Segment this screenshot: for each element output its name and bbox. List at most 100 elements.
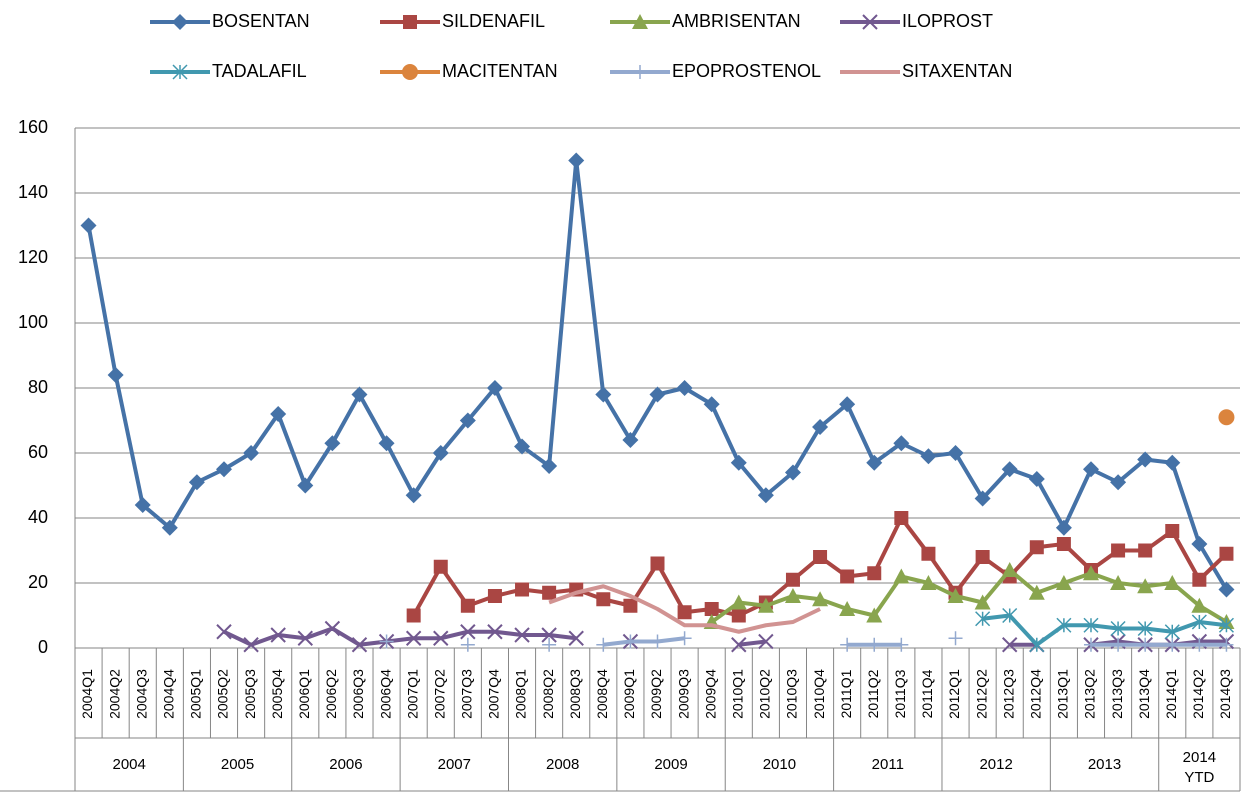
x-tick-label: 2005Q4	[269, 669, 285, 719]
x-tick-label: 2012Q3	[1000, 669, 1016, 719]
x-tick-label: 2006Q1	[296, 669, 312, 719]
marker	[161, 519, 178, 536]
series	[216, 620, 1235, 653]
marker	[402, 64, 418, 80]
legend-label: TADALAFIL	[212, 61, 307, 81]
marker	[1001, 562, 1018, 577]
marker	[1191, 614, 1207, 630]
x-tick-label: 2013Q2	[1082, 669, 1098, 719]
legend-entry: ILOPROST	[840, 11, 993, 31]
marker	[1218, 617, 1234, 633]
marker	[947, 445, 964, 461]
x-tick-label: 2011Q3	[892, 669, 908, 718]
marker	[650, 556, 665, 571]
marker	[1218, 581, 1235, 598]
group-label: 2007	[438, 756, 471, 773]
y-tick-label: 120	[18, 247, 48, 267]
marker	[1029, 540, 1044, 555]
marker	[650, 634, 665, 649]
marker	[596, 592, 611, 607]
marker	[460, 624, 476, 640]
marker	[866, 607, 883, 623]
marker	[405, 630, 422, 646]
series	[80, 152, 1235, 598]
marker	[351, 637, 368, 653]
series	[975, 607, 1234, 653]
marker	[731, 608, 746, 623]
marker	[378, 435, 395, 452]
marker	[1165, 524, 1180, 538]
x-tick-label: 2006Q3	[350, 669, 366, 719]
legend-entry: SITAXENTAN	[840, 61, 1012, 81]
x-tick-label: 2008Q3	[567, 669, 583, 719]
marker	[596, 637, 611, 652]
marker	[920, 575, 937, 590]
marker	[1056, 617, 1072, 633]
marker	[297, 630, 313, 646]
marker	[595, 386, 612, 403]
marker	[515, 582, 530, 597]
group-label: 2008	[546, 756, 579, 773]
legend-entry: AMBRISENTAN	[610, 11, 801, 31]
marker	[813, 550, 828, 564]
marker	[730, 594, 747, 610]
x-tick-label: 2004Q3	[133, 669, 149, 719]
marker	[216, 461, 233, 478]
x-tick-label: 2012Q4	[1028, 669, 1044, 719]
legend-entry: MACITENTAN	[380, 61, 558, 81]
marker	[405, 487, 422, 504]
marker	[757, 597, 774, 613]
y-tick-label: 100	[18, 312, 48, 332]
legend-label: ILOPROST	[902, 11, 993, 31]
x-tick-label: 2010Q4	[811, 669, 827, 719]
legend-label: SILDENAFIL	[442, 11, 545, 31]
marker	[1192, 572, 1207, 587]
legend-entry: TADALAFIL	[150, 61, 307, 81]
legend-label: AMBRISENTAN	[672, 11, 801, 31]
marker	[948, 631, 963, 646]
x-tick-label: 2007Q3	[459, 669, 475, 719]
marker	[270, 406, 287, 422]
group-label: 2005	[221, 756, 254, 773]
marker	[406, 608, 421, 623]
legend-label: MACITENTAN	[442, 61, 558, 81]
y-tick-label: 20	[28, 572, 48, 592]
marker	[514, 438, 531, 455]
marker	[757, 487, 774, 504]
x-tick-label: 2008Q4	[594, 669, 610, 719]
y-tick-label: 160	[18, 117, 48, 137]
marker	[894, 637, 909, 652]
marker	[1191, 536, 1208, 552]
marker	[839, 396, 856, 413]
marker	[784, 464, 801, 481]
marker	[1219, 546, 1234, 561]
marker	[1028, 471, 1045, 487]
legend-label: EPOPROSTENOL	[672, 61, 821, 81]
marker	[677, 631, 692, 646]
marker	[920, 448, 937, 465]
x-tick-label: 2013Q3	[1109, 669, 1125, 719]
marker	[243, 637, 259, 653]
x-tick-label: 2010Q2	[757, 669, 773, 719]
x-tick-label: 2009Q1	[621, 669, 637, 719]
marker	[1137, 578, 1154, 594]
marker	[324, 620, 341, 637]
x-tick-label: 2010Q1	[729, 669, 745, 719]
x-tick-label: 2004Q2	[106, 669, 122, 719]
marker	[867, 637, 882, 652]
x-tick-label: 2007Q1	[404, 669, 420, 719]
group-label: 2014 YTD	[1183, 749, 1216, 786]
marker	[433, 630, 449, 646]
marker	[1001, 461, 1018, 478]
marker	[80, 217, 97, 234]
marker	[487, 589, 502, 603]
marker	[379, 634, 394, 649]
marker	[893, 568, 910, 584]
marker	[1002, 607, 1018, 624]
marker	[1138, 543, 1153, 558]
x-tick-label: 2009Q3	[675, 669, 691, 719]
group-label: 2013	[1088, 756, 1121, 773]
marker	[975, 611, 991, 627]
marker	[1111, 543, 1126, 558]
